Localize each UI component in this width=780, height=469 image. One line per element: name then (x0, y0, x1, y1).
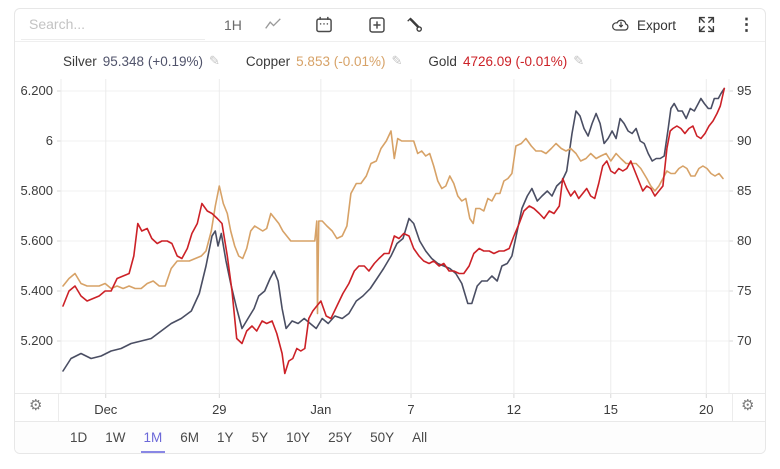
range-button-1d[interactable]: 1D (70, 429, 88, 445)
price-chart-canvas[interactable] (15, 79, 766, 399)
toolbar-right-group: Export ⋮ (611, 9, 755, 41)
legend-item-copper[interactable]: Copper 5.853 (-0.01%) ✎ (245, 53, 403, 69)
add-indicator-icon[interactable] (368, 16, 386, 34)
right-axis-gear-icon[interactable]: ⚙ (741, 397, 755, 414)
chart-legend: Silver 95.348 (+0.19%) ✎ Copper 5.853 (-… (63, 53, 584, 69)
edit-pencil-icon[interactable]: ✎ (208, 53, 220, 68)
x-axis-label: 20 (699, 402, 714, 417)
interval-button[interactable]: 1H (224, 17, 242, 33)
x-axis-label: 7 (407, 402, 415, 417)
series-line-silver (62, 87, 726, 372)
cloud-download-icon (612, 19, 629, 31)
search-input[interactable] (21, 11, 205, 40)
left-axis-label: 5.600 (20, 233, 53, 248)
range-button-25y[interactable]: 25Y (328, 429, 353, 445)
range-button-1w[interactable]: 1W (105, 429, 126, 445)
edit-pencil-icon[interactable]: ✎ (391, 53, 403, 68)
export-label: Export (636, 17, 676, 33)
left-axis-label: 6.200 (20, 83, 53, 98)
x-axis-label: 12 (506, 402, 522, 417)
range-button-6m[interactable]: 6M (180, 429, 200, 445)
left-axis-label: 5.400 (20, 283, 53, 298)
legend-item-gold[interactable]: Gold 4726.09 (-0.01%) ✎ (428, 53, 585, 69)
range-button-1y[interactable]: 1Y (217, 429, 234, 445)
range-button-10y[interactable]: 10Y (286, 429, 311, 445)
series-line-copper (62, 130, 724, 315)
axis-row-divider (15, 393, 765, 394)
range-button-5y[interactable]: 5Y (251, 429, 269, 445)
chart-widget: 1H (14, 8, 766, 454)
x-axis-label: Jan (310, 402, 332, 417)
range-button-all[interactable]: All (412, 429, 428, 445)
legend-item-silver[interactable]: Silver 95.348 (+0.19%) ✎ (63, 53, 220, 69)
more-options-kebab-icon[interactable]: ⋮ (738, 15, 755, 34)
range-button-50y[interactable]: 50Y (370, 429, 395, 445)
right-axis-label: 85 (737, 183, 752, 198)
left-axis-label: 5.800 (20, 183, 53, 198)
left-axis-label: 6 (45, 133, 53, 148)
range-button-1m[interactable]: 1M (140, 425, 166, 453)
toolbar: 1H (15, 9, 765, 42)
line-chart-icon[interactable] (264, 16, 282, 34)
right-axis-label: 90 (737, 133, 752, 148)
x-axis-label: Dec (94, 402, 118, 417)
right-axis-label: 95 (737, 83, 752, 98)
left-axis-gear-icon[interactable]: ⚙ (29, 397, 43, 414)
x-axis-label: 15 (603, 402, 618, 417)
range-buttons: 1D 1W 1M 6M 1Y 5Y 10Y 25Y 50Y All (67, 425, 430, 453)
range-selector-row: 1D 1W 1M 6M 1Y 5Y 10Y 25Y 50Y All (15, 421, 765, 453)
right-axis-label: 80 (737, 233, 752, 248)
right-axis-label: 70 (737, 333, 752, 348)
edit-pencil-icon[interactable]: ✎ (573, 53, 585, 68)
right-axis-label: 75 (737, 283, 752, 298)
fullscreen-icon[interactable] (698, 16, 716, 34)
settings-wrench-icon[interactable] (405, 16, 423, 34)
export-button[interactable]: Export (611, 17, 676, 33)
left-axis-label: 5.200 (20, 333, 53, 348)
calendar-icon[interactable] (315, 16, 333, 34)
x-axis-label: 29 (212, 402, 227, 417)
series-line-gold (62, 87, 726, 375)
